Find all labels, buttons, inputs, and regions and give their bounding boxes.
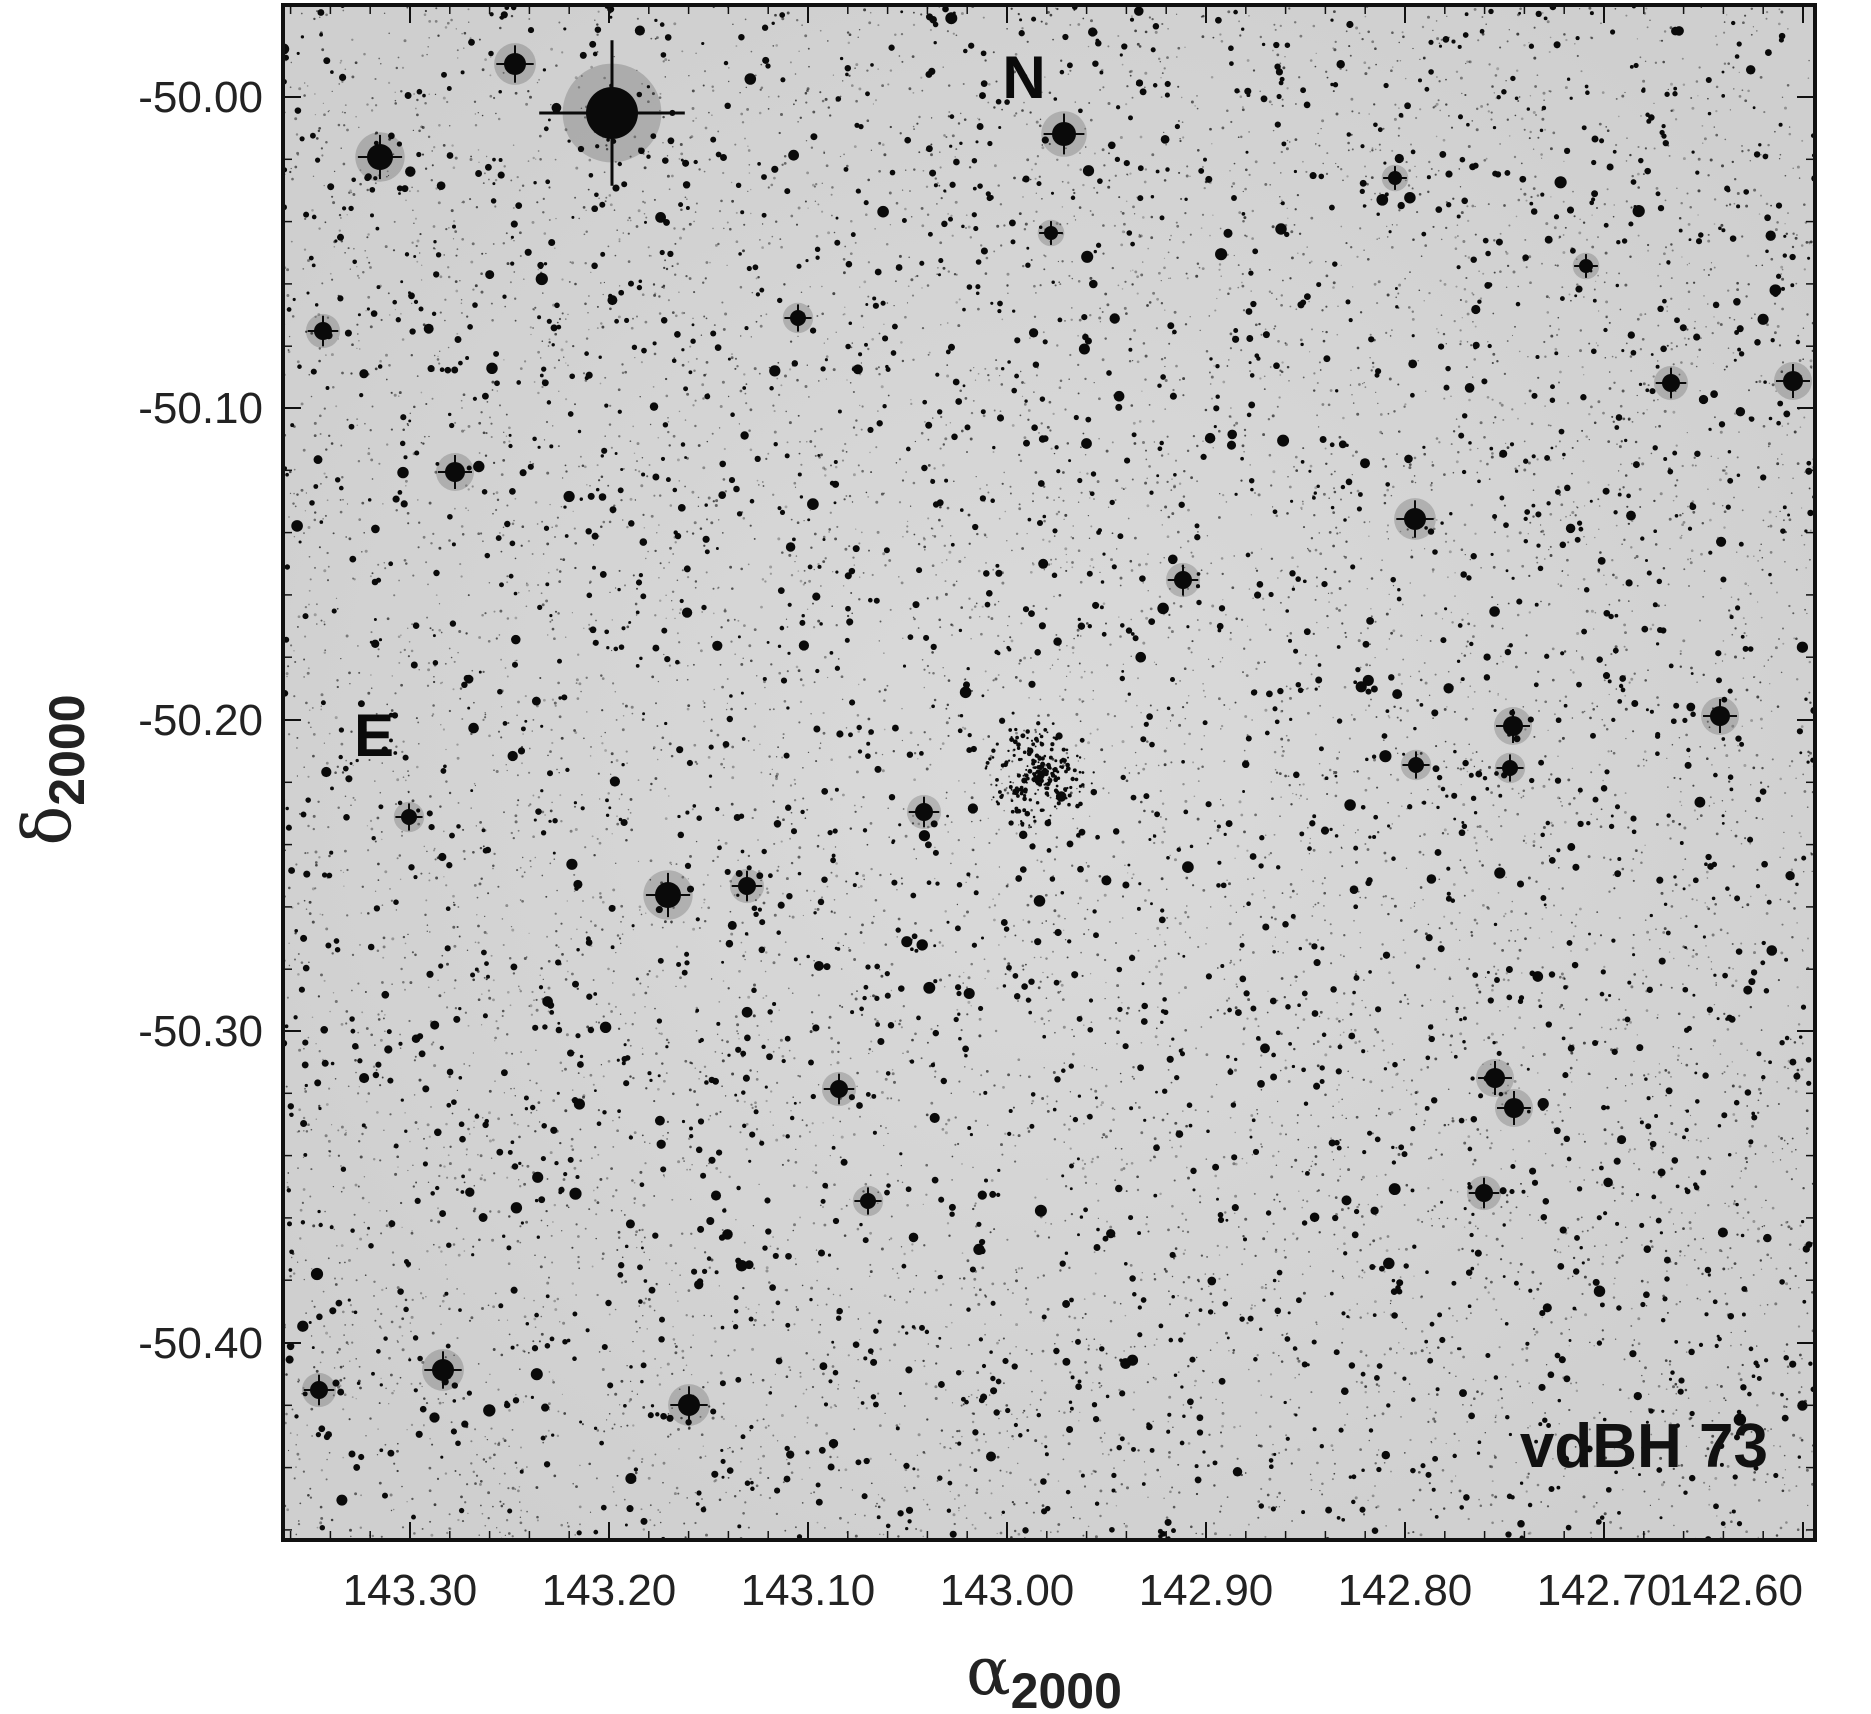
- y-tick-label: -50.30: [138, 1007, 263, 1056]
- x-tick-label: 142.80: [1338, 1566, 1473, 1615]
- sky-background: [283, 5, 1815, 1540]
- object-name-label: vdBH 73: [1520, 1412, 1768, 1481]
- x-tick-label: 143.20: [542, 1566, 677, 1615]
- x-tick-label: 143.30: [343, 1566, 478, 1615]
- y-axis-title: δ2000: [9, 695, 95, 846]
- star-field: [283, 5, 1815, 1540]
- y-tick-labels: -50.00 -50.10 -50.20 -50.30 -50.40: [138, 73, 263, 1368]
- x-tick-label: 142.90: [1139, 1566, 1274, 1615]
- x-tick-label: 142.70: [1537, 1566, 1672, 1615]
- cluster-core: [984, 721, 1095, 829]
- y-tick-label: -50.40: [138, 1319, 263, 1368]
- east-label: E: [354, 702, 394, 769]
- x-tick-label: 143.00: [940, 1566, 1075, 1615]
- sky-image: [283, 5, 1815, 1540]
- x-tick-label: 143.10: [741, 1566, 876, 1615]
- bright-stars: [301, 40, 1812, 1426]
- x-tick-labels: 143.30 143.20 143.10 143.00 142.90 142.8…: [343, 1566, 1803, 1615]
- y-tick-label: -50.20: [138, 696, 263, 745]
- y-tick-label: -50.00: [138, 73, 263, 122]
- north-label: N: [1002, 44, 1045, 111]
- x-tick-label: 142.60: [1668, 1566, 1803, 1615]
- image-frame: [281, 3, 1817, 1542]
- frame-ticks: [283, 5, 1815, 1540]
- x-axis-title: α2000: [966, 1633, 1122, 1714]
- y-tick-label: -50.10: [138, 384, 263, 433]
